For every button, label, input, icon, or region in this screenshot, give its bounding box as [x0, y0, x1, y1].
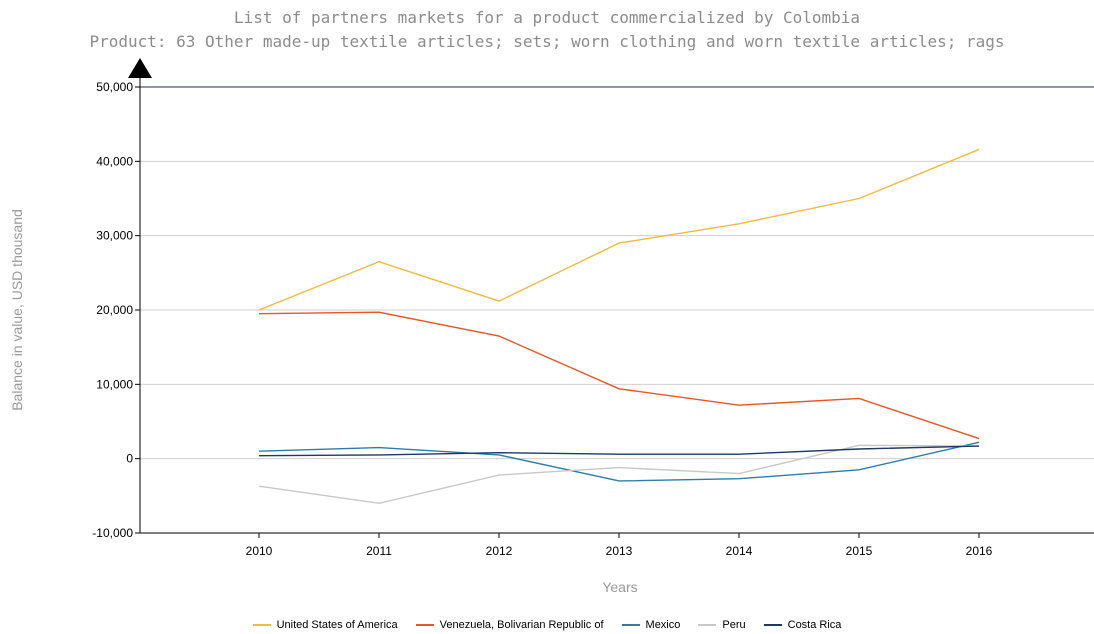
legend-item: Costa Rica — [763, 619, 842, 631]
legend-swatch — [698, 624, 717, 626]
legend-item: Mexico — [621, 619, 681, 631]
series-lines — [258, 148, 980, 504]
y-axis-arrow-icon — [128, 58, 152, 78]
legend-swatch — [621, 624, 640, 626]
legend-label: Peru — [722, 619, 746, 631]
chart-title: List of partners markets for a product c… — [233, 8, 861, 27]
chart-subtitle: Product: 63 Other made-up textile articl… — [89, 32, 1005, 51]
legend-item: Peru — [698, 619, 746, 631]
x-tick-label: 2016 — [966, 544, 993, 558]
series-line-2 — [258, 441, 980, 482]
legend-label: Mexico — [645, 619, 681, 631]
line-chart: 50,000 40,000 30,000 20,000 10,000 0 -10,000 2… — [9, 58, 1094, 595]
x-tick-label: 2010 — [246, 544, 273, 558]
legend-label: Costa Rica — [787, 619, 842, 631]
y-tick-label: 0 — [126, 452, 133, 466]
series-line-3 — [258, 444, 980, 504]
legend-swatch — [415, 624, 434, 626]
legend-item: United States of America — [252, 619, 398, 631]
x-tick-label: 2011 — [366, 544, 392, 558]
legend-item: Venezuela, Bolivarian Republic of — [415, 619, 604, 631]
y-axis-label: Balance in value, USD thousand — [9, 209, 25, 411]
y-tick-label: -10,000 — [92, 526, 133, 540]
y-tick-label: 40,000 — [96, 154, 133, 168]
y-tick-label: 20,000 — [96, 303, 133, 317]
x-axis-label: Years — [602, 579, 637, 595]
x-tick-label: 2012 — [486, 544, 513, 558]
y-tick-labels: 50,000 40,000 30,000 20,000 10,000 0 -10,000 — [92, 80, 140, 540]
series-line-1 — [258, 311, 980, 440]
legend-swatch — [252, 624, 271, 626]
x-tick-label: 2013 — [606, 544, 633, 558]
x-tick-label: 2014 — [726, 544, 753, 558]
grid-lines — [140, 86, 1094, 460]
y-tick-label: 50,000 — [96, 80, 133, 94]
legend-label: United States of America — [276, 619, 398, 631]
series-line-0 — [258, 148, 980, 311]
axes — [128, 58, 1094, 534]
legend-swatch — [763, 624, 782, 626]
y-tick-label: 10,000 — [96, 377, 133, 391]
y-tick-label: 30,000 — [96, 229, 133, 243]
series-line-4 — [258, 445, 980, 457]
legend-label: Venezuela, Bolivarian Republic of — [439, 619, 604, 631]
x-tick-label: 2015 — [846, 544, 873, 558]
x-tick-labels: 2010 2011 2012 2013 2014 2015 2016 — [246, 533, 993, 558]
legend: United States of America Venezuela, Boliv… — [0, 619, 1094, 631]
